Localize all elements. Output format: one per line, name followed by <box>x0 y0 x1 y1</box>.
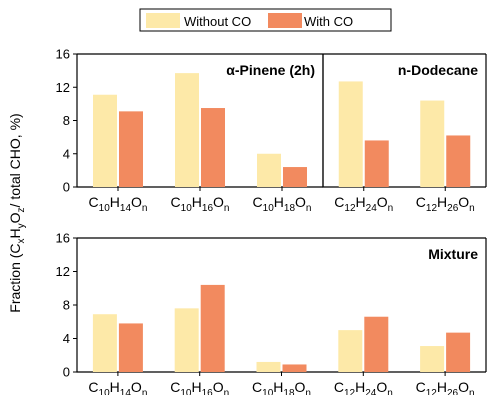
x-tick-label: C12H24On <box>334 194 393 214</box>
legend-label-without-co: Without CO <box>184 14 251 29</box>
x-tick-label: C10H16On <box>171 194 230 214</box>
y-tick-label: 0 <box>63 365 70 380</box>
x-tick-label: C10H14On <box>89 194 148 214</box>
bar-with-co <box>283 167 307 187</box>
y-tick-label: 16 <box>56 231 70 246</box>
panel-title: α-Pinene (2h) <box>226 62 315 78</box>
bar-with-co <box>364 140 389 187</box>
bar-without-co <box>257 153 281 187</box>
y-tick-label: 0 <box>63 180 70 195</box>
x-tick-label: C10H14On <box>88 379 147 395</box>
y-tick-label: 4 <box>63 146 70 161</box>
bar-without-co <box>420 346 445 372</box>
bar-with-co <box>364 316 389 372</box>
bar-without-co <box>175 73 199 187</box>
bar-with-co <box>200 284 225 372</box>
y-tick-label: 4 <box>63 331 70 346</box>
y-tick-label: 8 <box>63 113 70 128</box>
bar-without-co <box>338 81 363 187</box>
bar-without-co <box>174 308 199 372</box>
bar-without-co <box>256 361 281 372</box>
y-tick-label: 8 <box>63 298 70 313</box>
x-tick-label: C10H16On <box>170 379 229 395</box>
legend-label-with-co: With CO <box>304 14 353 29</box>
legend-swatch-without-co <box>146 13 180 28</box>
bar-with-co <box>282 364 307 372</box>
panel-2: 0 4 8 12 16 C10H14On C10H16On C10H18On C12H24On C… <box>56 231 487 395</box>
legend-swatch-with-co <box>268 13 302 28</box>
x-tick-label: C12H26On <box>416 194 475 214</box>
y-tick-label: 12 <box>56 80 70 95</box>
x-tick-label: C10H18On <box>253 194 312 214</box>
bar-without-co <box>420 100 445 187</box>
panel-1: C12H24On C12H26On n-Dodecane <box>322 53 487 214</box>
bar-with-co <box>201 108 225 187</box>
bar-without-co <box>92 314 117 372</box>
x-tick-label: C12H26On <box>416 379 475 395</box>
bar-with-co <box>119 111 143 187</box>
y-tick-label: 12 <box>56 264 70 279</box>
y-axis-label: Fraction (CxHyOz/ total CHO, %) <box>7 113 27 312</box>
panel-0: 0 4 8 12 16 C10H14On C10H16On C10H18On α-Pinene … <box>56 47 324 214</box>
legend-box <box>139 8 392 32</box>
bar-with-co <box>446 332 471 372</box>
y-tick-label: 16 <box>56 47 70 62</box>
x-tick-label: C10H18On <box>252 379 311 395</box>
bar-without-co <box>93 94 117 187</box>
bar-with-co <box>118 323 143 372</box>
panel-title: n-Dodecane <box>398 62 478 78</box>
x-tick-label: C12H24On <box>334 379 393 395</box>
bar-with-co <box>446 135 471 187</box>
bar-without-co <box>338 330 363 372</box>
panel-title: Mixture <box>428 246 478 262</box>
legend: Without CO With CO <box>139 8 392 32</box>
